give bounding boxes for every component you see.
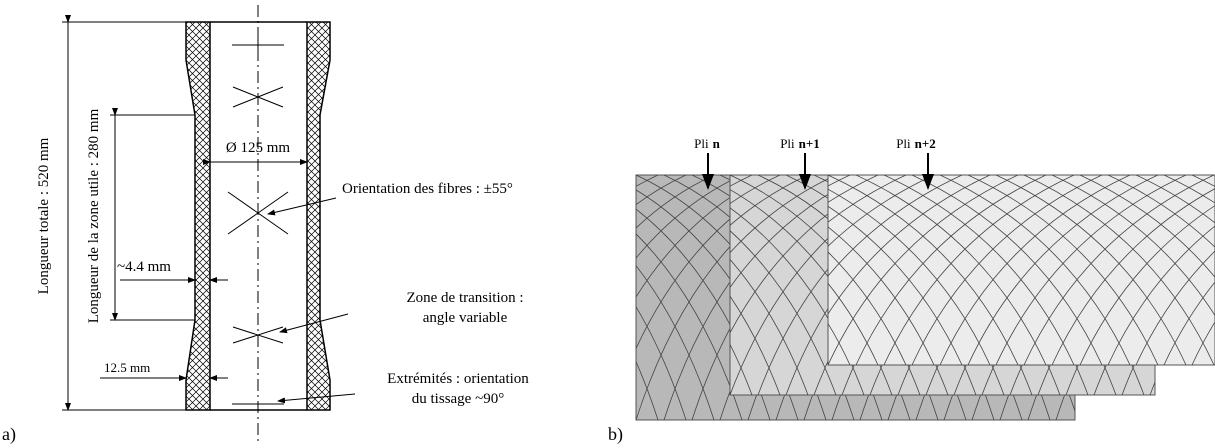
panel-label: a) — [2, 424, 16, 445]
leader — [268, 198, 336, 214]
ext-lines — [62, 22, 195, 410]
transition-label: Zone de transition : — [406, 290, 523, 306]
ply-label: Pli n+2 — [896, 136, 936, 151]
transition-label: angle variable — [423, 310, 508, 326]
ply-id: n+1 — [799, 136, 820, 151]
wall-left — [186, 22, 210, 410]
fiber-mark — [232, 35, 284, 55]
ends-label: Extrémités : orientation — [387, 371, 529, 387]
ply-prefix: Pli — [694, 136, 709, 151]
fiber-orientation: Orientation des fibres : ±55° — [342, 181, 513, 197]
ply-prefix: Pli — [896, 136, 911, 151]
total-length: Longueur totale : 520 mm — [36, 137, 52, 294]
panel-label: b) — [608, 424, 623, 445]
ply-id: n — [713, 136, 721, 151]
wall-thickness: ~4.4 mm — [117, 259, 171, 275]
tube — [62, 5, 355, 445]
ends-label: du tissage ~90° — [412, 391, 504, 407]
ply-prefix: Pli — [780, 136, 795, 151]
wall-right — [307, 22, 330, 410]
figure: Longueur totale : 520 mm Longueur de la … — [0, 0, 1215, 448]
end-thickness: 12.5 mm — [104, 360, 150, 375]
ply-id: n+2 — [915, 136, 936, 151]
ply-label: Pli n+1 — [780, 136, 820, 151]
useful-length: Longueur de la zone utile : 280 mm — [86, 108, 102, 323]
diameter: Ø 125 mm — [226, 140, 291, 156]
ply-image — [412, 175, 1215, 420]
